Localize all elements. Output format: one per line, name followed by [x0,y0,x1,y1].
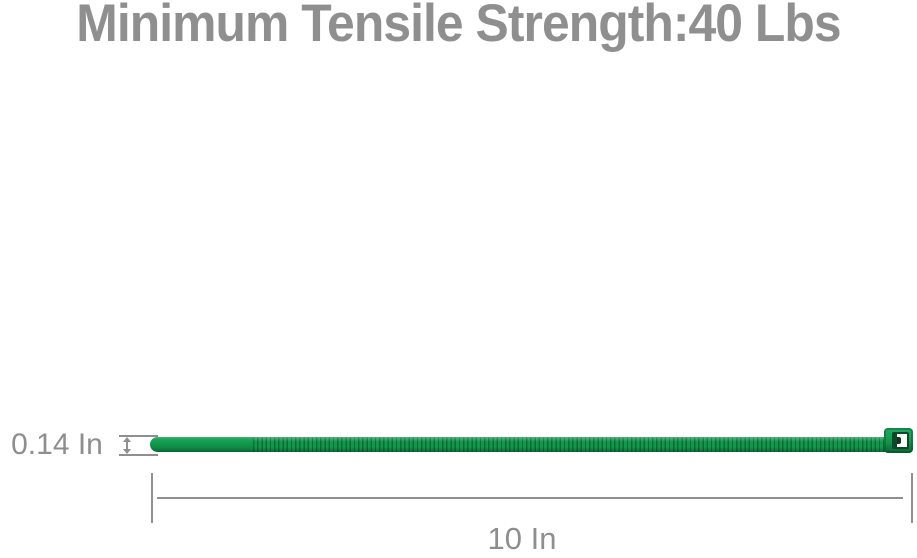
thickness-dimension-arrow-line [126,439,128,452]
cable-tie-head-pawl [897,437,901,444]
arrow-up-icon [123,437,131,442]
thickness-dimension-label: 0.14 In [11,428,103,461]
cable-tie-strap-teeth [253,437,885,452]
length-dimension-left-tick [151,473,153,523]
cable-tie-head-slot [897,434,907,447]
length-dimension-line [157,497,903,499]
length-dimension-right-tick [911,473,913,523]
cable-tie-head-slot-frame [892,432,909,449]
cable-tie-strap-tip [150,437,254,452]
page-title: Minimum Tensile Strength:40 Lbs [76,0,841,53]
cable-tie-head [884,428,913,453]
thickness-dimension-bottom-line [119,454,158,456]
length-dimension-label: 10 In [487,521,557,556]
arrow-down-icon [123,449,131,454]
thickness-dimension-top-line [119,435,158,437]
